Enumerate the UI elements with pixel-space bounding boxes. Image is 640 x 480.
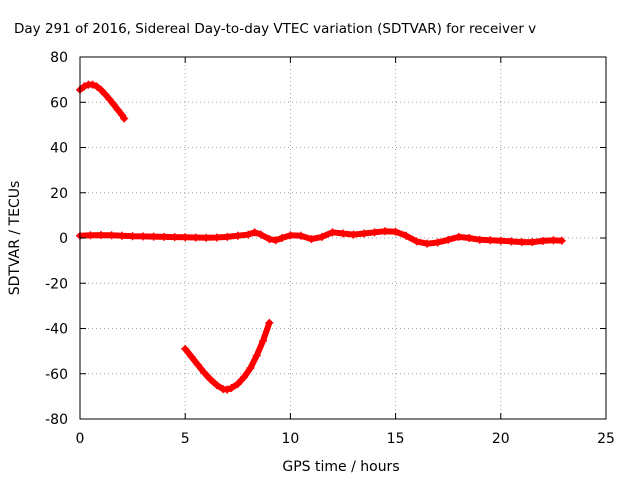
- data-point: [227, 384, 236, 393]
- data-point: [240, 373, 249, 382]
- data-point: [88, 80, 97, 89]
- data-point: [92, 82, 101, 91]
- data-point: [296, 231, 305, 240]
- data-point: [259, 336, 268, 345]
- data-point: [475, 235, 484, 244]
- data-point: [80, 82, 89, 91]
- data-point: [206, 375, 215, 384]
- data-point: [433, 238, 442, 247]
- data-point: [349, 230, 358, 239]
- x-tick-label: 20: [492, 431, 510, 447]
- data-point: [244, 230, 253, 239]
- y-tick-label: 40: [50, 141, 68, 157]
- data-point: [202, 233, 211, 242]
- data-point: [423, 239, 432, 248]
- x-tick-label: 15: [387, 431, 405, 447]
- data-point: [265, 318, 274, 327]
- series-2: [76, 227, 566, 248]
- data-point: [496, 236, 505, 245]
- data-point: [200, 368, 209, 377]
- data-point: [233, 231, 242, 240]
- axis-ticks: 0 5 10 15 20 25 -80 -60 -40 -20 0 20 40 60 80: [45, 50, 615, 447]
- data-point: [97, 85, 106, 94]
- data-point: [339, 229, 347, 238]
- data-point: [170, 233, 179, 242]
- y-tick-label: 60: [50, 95, 68, 111]
- y-tick-label: -80: [45, 412, 68, 428]
- data-point: [86, 231, 95, 240]
- data-point: [113, 105, 122, 114]
- series-layer: [76, 80, 566, 394]
- data-point: [549, 236, 558, 245]
- data-point: [507, 237, 516, 246]
- data-point: [286, 231, 295, 240]
- data-point: [444, 235, 453, 244]
- y-tick-label: -40: [45, 322, 68, 338]
- data-point: [528, 238, 537, 247]
- data-point: [181, 233, 190, 242]
- data-point: [223, 385, 232, 394]
- y-tick-label: -20: [45, 276, 68, 292]
- data-point: [160, 232, 169, 241]
- data-point: [412, 237, 421, 246]
- x-tick-label: 10: [281, 431, 299, 447]
- data-point: [557, 236, 566, 245]
- data-point: [233, 379, 242, 388]
- data-point: [107, 231, 116, 240]
- data-point: [360, 229, 369, 238]
- y-tick-label: -60: [45, 367, 68, 383]
- data-point: [328, 228, 337, 237]
- series-1: [76, 80, 129, 123]
- data-point: [402, 231, 411, 240]
- y-tick-label: 0: [59, 231, 68, 247]
- data-point: [277, 234, 286, 242]
- data-point: [105, 95, 114, 104]
- data-point: [193, 360, 202, 369]
- data-point: [181, 344, 190, 353]
- x-tick-label: 0: [76, 431, 85, 447]
- data-point: [109, 100, 118, 109]
- data-point: [101, 90, 110, 99]
- y-tick-label: 80: [50, 50, 68, 66]
- data-point: [370, 228, 379, 237]
- data-point: [517, 238, 526, 247]
- data-point: [191, 233, 200, 242]
- data-point: [538, 236, 547, 245]
- data-point: [381, 227, 390, 236]
- data-point: [256, 230, 265, 239]
- x-tick-label: 5: [181, 431, 190, 447]
- data-point: [486, 236, 495, 245]
- data-point: [223, 232, 232, 241]
- data-point: [391, 227, 400, 236]
- data-point: [128, 232, 137, 241]
- data-point: [265, 235, 274, 244]
- data-point: [139, 232, 148, 241]
- x-axis-label: GPS time / hours: [282, 459, 399, 475]
- data-point: [149, 232, 158, 241]
- y-axis-label: SDTVAR / TECUs: [7, 181, 23, 296]
- data-point: [317, 232, 326, 241]
- data-point: [120, 114, 129, 123]
- data-point: [187, 352, 196, 361]
- data-point: [307, 235, 316, 244]
- y-tick-label: 20: [50, 186, 68, 202]
- data-point: [212, 381, 221, 390]
- data-point: [212, 233, 221, 242]
- data-point: [271, 236, 280, 245]
- chart-title: Day 291 of 2016, Sidereal Day-to-day VTE…: [14, 21, 536, 37]
- data-point: [250, 228, 259, 237]
- data-point: [246, 364, 255, 373]
- data-point: [465, 234, 474, 242]
- x-tick-label: 25: [597, 431, 615, 447]
- data-point: [97, 231, 106, 240]
- data-point: [252, 351, 261, 360]
- series-3: [181, 318, 274, 394]
- data-point: [118, 231, 127, 240]
- data-point: [454, 232, 463, 241]
